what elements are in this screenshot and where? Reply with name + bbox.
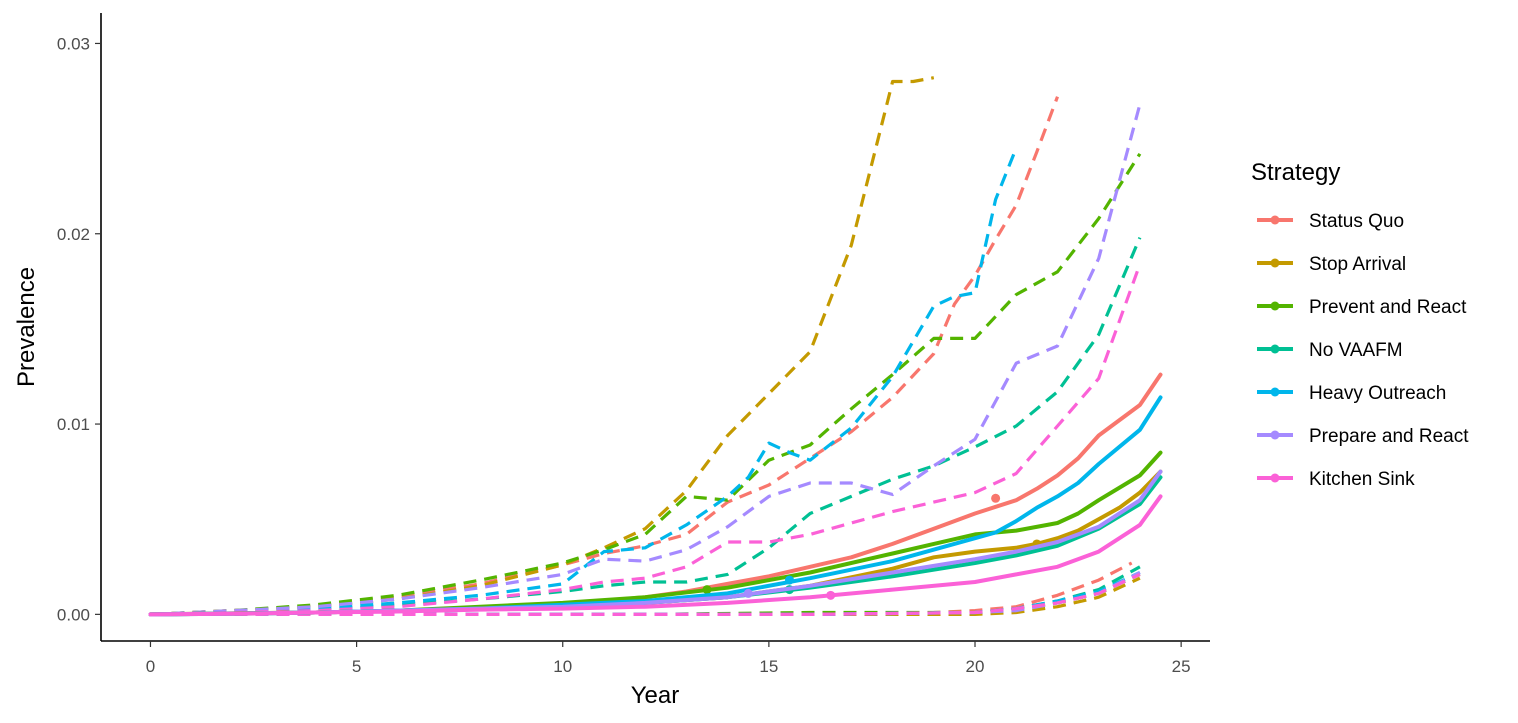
prevent-and-react-mean-line <box>148 450 1163 617</box>
kitchen-sink-mean-line <box>148 494 1163 617</box>
prevent-and-react-point <box>702 585 712 595</box>
prepare-and-react-point <box>743 588 753 598</box>
status-quo-point <box>991 493 1001 503</box>
x-tick-label: 20 <box>966 657 985 676</box>
prevent-and-react-legend-key-point <box>1270 301 1280 311</box>
heavy-outreach-point <box>784 575 794 585</box>
stop-arrival-upper-bound-line <box>150 76 935 616</box>
heavy-outreach-upper-bound-line <box>150 147 1018 616</box>
kitchen-sink-legend-key-point <box>1270 473 1280 483</box>
prevent-and-react-upper-bound-line <box>150 152 1142 616</box>
x-axis-ticks: 0 5 10 15 20 25 <box>146 641 1191 676</box>
status-quo-legend-label: Status Quo <box>1309 211 1404 232</box>
heavy-outreach-legend-label: Heavy Outreach <box>1309 383 1446 404</box>
prepare-and-react-legend-key-point <box>1270 430 1280 440</box>
y-tick-label: 0.01 <box>57 415 90 434</box>
no-vaafm-legend-key-point <box>1270 344 1280 354</box>
status-quo-legend-key-point <box>1270 215 1280 225</box>
prepare-and-react-upper-bound-line <box>150 103 1142 616</box>
x-axis-title: Year <box>631 682 680 709</box>
kitchen-sink-legend-label: Kitchen Sink <box>1309 469 1415 490</box>
y-axis-title: Prevalence <box>13 267 40 387</box>
legend: Strategy Status Quo Stop Arrival Prevent a… <box>1251 159 1469 490</box>
kitchen-sink-point <box>826 590 836 600</box>
x-tick-label: 15 <box>759 657 778 676</box>
y-axis-ticks: 0.00 0.01 0.02 0.03 <box>57 34 101 624</box>
axes <box>100 13 1210 642</box>
heavy-outreach-legend-key-point <box>1270 387 1280 397</box>
prevent-and-react-legend-label: Prevent and React <box>1309 297 1467 318</box>
plot-lines <box>148 76 1163 617</box>
y-tick-label: 0.02 <box>57 225 90 244</box>
y-tick-label: 0.03 <box>57 34 90 53</box>
legend-title: Strategy <box>1251 159 1340 186</box>
kitchen-sink-lower-bound-line <box>150 572 1141 617</box>
x-tick-label: 0 <box>146 657 155 676</box>
x-tick-label: 25 <box>1172 657 1191 676</box>
x-tick-label: 5 <box>352 657 361 676</box>
no-vaafm-legend-label: No VAAFM <box>1309 340 1403 361</box>
y-tick-label: 0.00 <box>57 605 90 624</box>
legend-items: Status Quo Stop Arrival Prevent and React N… <box>1257 211 1469 490</box>
prepare-and-react-legend-label: Prepare and React <box>1309 426 1469 447</box>
stop-arrival-legend-key-point <box>1270 258 1280 268</box>
kitchen-sink-upper-bound-line <box>150 263 1142 616</box>
status-quo-mean-line <box>148 372 1163 617</box>
x-tick-label: 10 <box>553 657 572 676</box>
stop-arrival-legend-label: Stop Arrival <box>1309 254 1406 275</box>
status-quo-upper-bound-line <box>150 96 1059 616</box>
